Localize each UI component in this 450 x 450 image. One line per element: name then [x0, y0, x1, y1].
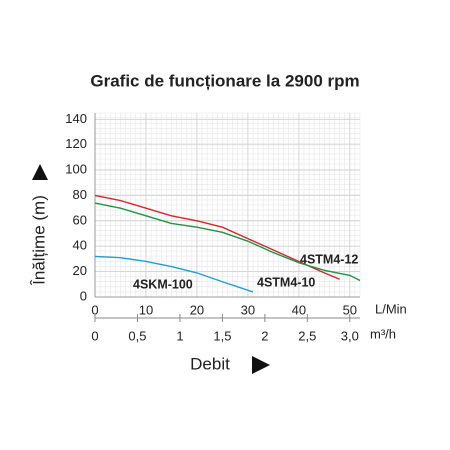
- y-tick-label: 140: [65, 111, 87, 126]
- y-tick-label: 20: [73, 263, 87, 278]
- x2-tick-label: 2: [261, 328, 268, 343]
- chart-title: Grafic de funcționare la 2900 rpm: [90, 71, 359, 90]
- y-tick-label: 100: [65, 162, 87, 177]
- line: [94, 255, 254, 293]
- x-tick-label: 20: [190, 302, 204, 317]
- x-tick-label: 50: [343, 302, 357, 317]
- x2-tick-label: 0: [91, 328, 98, 343]
- y-tick-label: 40: [73, 238, 87, 253]
- series-label: 4STM4-12: [300, 252, 358, 266]
- x-tick-label: 0: [91, 302, 98, 317]
- y-axis-label: Înălțime (m): [29, 195, 48, 286]
- x2-tick-label: 3,0: [341, 328, 359, 343]
- x2-tick-label: 2,5: [298, 328, 316, 343]
- x-tick-label: 10: [139, 302, 153, 317]
- series-label: 4SKM-100: [133, 277, 193, 291]
- x2-unit: m³/h: [370, 326, 396, 341]
- x2-tick-label: 1: [176, 328, 183, 343]
- x2-tick-label: 0,5: [128, 328, 146, 343]
- x-tick-label: 40: [292, 302, 306, 317]
- y-tick-label: 120: [65, 136, 87, 151]
- x2-tick-label: 1,5: [213, 328, 231, 343]
- arrow: [32, 164, 48, 180]
- y-tick-label: 0: [80, 288, 87, 303]
- arrow: [252, 356, 270, 374]
- x-unit: L/Min: [375, 301, 407, 316]
- series-label: 4STM4-10: [257, 275, 315, 289]
- x-tick-label: 30: [241, 302, 255, 317]
- line: [94, 202, 361, 282]
- x-axis-label: Debit: [190, 354, 230, 373]
- y-tick-label: 60: [73, 212, 87, 227]
- y-tick-label: 80: [73, 187, 87, 202]
